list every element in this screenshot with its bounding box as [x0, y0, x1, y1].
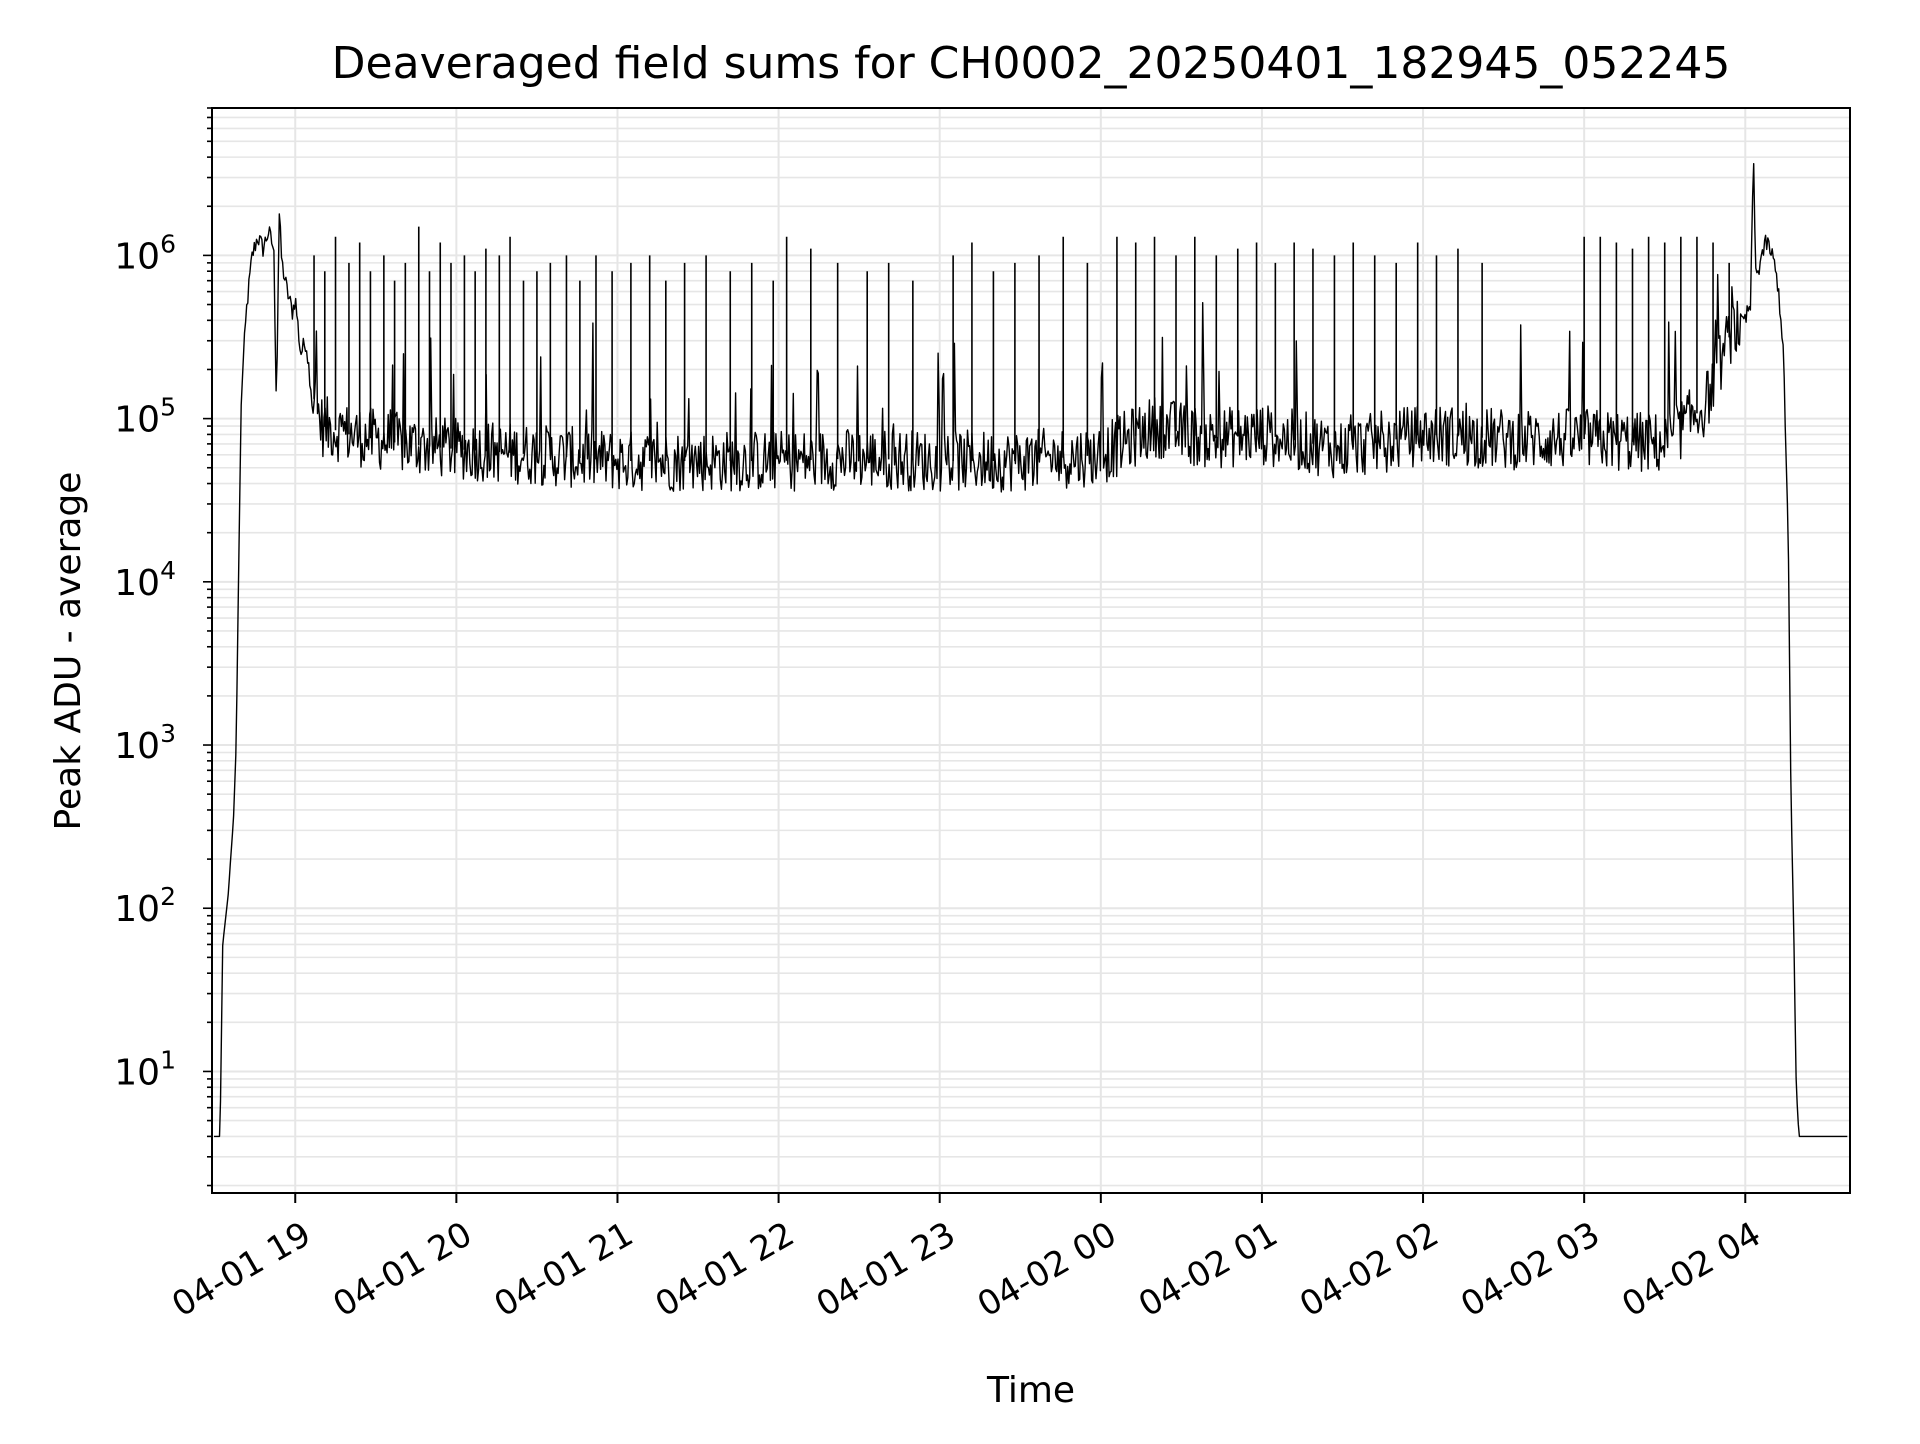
- y-tick-label-exponent: 2: [160, 882, 176, 911]
- data-layer: [214, 163, 1848, 1138]
- y-tick-label-base: 10: [114, 236, 160, 277]
- y-tick-label-base: 10: [114, 1052, 160, 1093]
- y-tick-label-exponent: 1: [160, 1045, 176, 1074]
- y-tick-label-exponent: 6: [160, 229, 176, 258]
- y-tick-label-base: 10: [114, 563, 160, 604]
- y-tick-label: 101: [114, 1045, 176, 1093]
- y-axis-label: Peak ADU - average: [48, 472, 89, 831]
- y-tick-label-exponent: 5: [160, 393, 176, 422]
- y-tick-label: 103: [114, 719, 176, 767]
- y-tick-label: 106: [114, 229, 176, 277]
- y-tick-label: 102: [114, 882, 176, 930]
- y-tick-label: 104: [114, 556, 176, 604]
- plot-frame: [211, 107, 1851, 1194]
- y-tick-label-base: 10: [114, 400, 160, 441]
- y-tick-label: 105: [114, 393, 176, 441]
- y-tick-label-base: 10: [114, 889, 160, 930]
- y-tick-label-exponent: 4: [160, 556, 176, 585]
- x-axis-label: Time: [986, 1370, 1075, 1411]
- y-tick-label-base: 10: [114, 726, 160, 767]
- chart-title: Deaveraged field sums for CH0002_2025040…: [332, 38, 1731, 89]
- y-tick-label-exponent: 3: [160, 719, 176, 748]
